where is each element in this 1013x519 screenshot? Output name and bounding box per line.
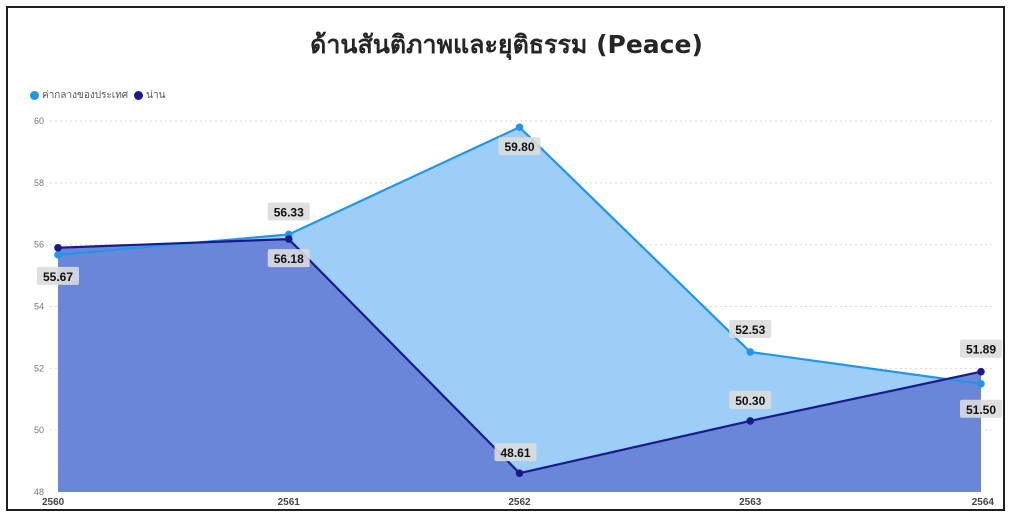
data-label: 56.18 bbox=[274, 252, 304, 266]
y-tick-label: 58 bbox=[34, 178, 44, 188]
data-label-bg bbox=[494, 443, 537, 462]
y-tick-label: 54 bbox=[34, 302, 44, 312]
data-label: 51.50 bbox=[966, 403, 996, 417]
chart-legend: ค่ากลางของประเทศ น่าน bbox=[30, 88, 165, 103]
x-tick-label: 2564 bbox=[972, 497, 995, 508]
data-label: 55.67 bbox=[43, 270, 73, 284]
data-label: 59.80 bbox=[504, 140, 534, 154]
legend-item-nan[interactable]: น่าน bbox=[134, 88, 165, 103]
y-tick-label: 48 bbox=[34, 487, 44, 497]
point-nan bbox=[515, 469, 524, 477]
point-national bbox=[515, 123, 524, 131]
y-tick-label: 56 bbox=[34, 240, 44, 250]
area-nan bbox=[58, 239, 981, 492]
data-label: 52.53 bbox=[735, 323, 765, 337]
data-label: 56.33 bbox=[274, 205, 304, 219]
point-national bbox=[54, 251, 62, 259]
data-label-bg bbox=[960, 339, 1002, 358]
y-tick-label: 60 bbox=[34, 116, 44, 126]
point-nan bbox=[54, 243, 62, 252]
point-nan bbox=[284, 235, 293, 243]
data-label: 48.61 bbox=[500, 446, 530, 460]
data-label-bg bbox=[498, 137, 541, 156]
x-tick-label: 2563 bbox=[739, 497, 762, 508]
data-label-bg bbox=[960, 399, 1002, 418]
chart-title: ด้านสันติภาพและยุติธรรม (Peace) bbox=[310, 30, 703, 59]
point-national bbox=[977, 379, 985, 388]
point-nan bbox=[977, 367, 985, 376]
y-tick-label: 52 bbox=[34, 363, 44, 373]
data-label: 51.89 bbox=[966, 343, 996, 357]
data-label-bg bbox=[37, 266, 79, 285]
data-label-bg bbox=[267, 202, 310, 221]
x-tick-label: 2560 bbox=[42, 497, 65, 508]
legend-label-nan: น่าน bbox=[146, 90, 166, 101]
legend-dot-national-icon bbox=[30, 91, 39, 100]
point-national bbox=[746, 348, 755, 356]
data-label: 50.30 bbox=[735, 394, 765, 408]
x-tick-label: 2562 bbox=[508, 497, 531, 508]
y-tick-label: 50 bbox=[34, 425, 44, 435]
point-nan bbox=[746, 417, 755, 425]
x-tick-label: 2561 bbox=[278, 497, 301, 508]
data-label-bg bbox=[729, 319, 772, 338]
legend-item-national[interactable]: ค่ากลางของประเทศ bbox=[30, 88, 128, 103]
legend-label-national: ค่ากลางของประเทศ bbox=[42, 90, 129, 101]
data-label-bg bbox=[267, 249, 310, 268]
legend-dot-nan-icon bbox=[134, 91, 144, 100]
data-label-bg bbox=[729, 390, 772, 409]
